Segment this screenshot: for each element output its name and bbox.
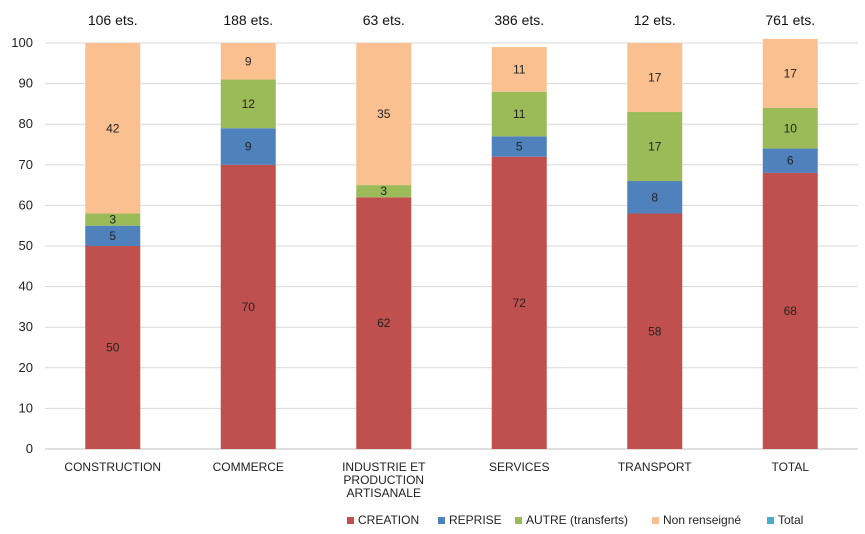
legend-label: AUTRE (transferts) — [526, 513, 628, 527]
y-tick-label: 40 — [19, 279, 33, 294]
y-tick-label: 90 — [19, 76, 33, 91]
bar-count-label: 188 ets. — [223, 12, 273, 28]
y-tick-label: 0 — [26, 441, 33, 456]
x-tick-label: TOTAL — [771, 460, 809, 474]
legend-label: REPRISE — [449, 513, 502, 527]
bar-count-label: 106 ets. — [88, 12, 138, 28]
data-label: 17 — [648, 71, 662, 85]
bar-segment — [491, 136, 547, 157]
legend-label: Non renseigné — [663, 513, 741, 527]
data-label: 9 — [245, 54, 252, 68]
data-label: 8 — [651, 190, 658, 204]
bar-segment — [356, 197, 412, 449]
data-label: 50 — [106, 341, 120, 355]
bar-count-label: 761 ets. — [765, 12, 815, 28]
bar-segment — [627, 213, 683, 449]
data-label: 35 — [377, 107, 391, 121]
y-tick-label: 50 — [19, 238, 33, 253]
legend-swatch — [652, 517, 659, 524]
y-tick-label: 100 — [11, 35, 33, 50]
x-tick-label: SERVICES — [489, 460, 549, 474]
bar-segment — [627, 181, 683, 214]
bar-segment — [220, 79, 276, 129]
x-tick-label: TRANSPORT — [618, 460, 692, 474]
data-label: 42 — [106, 121, 120, 135]
bar-segment — [762, 172, 818, 450]
legend-swatch — [767, 517, 774, 524]
data-label: 3 — [109, 213, 116, 227]
data-label: 17 — [648, 140, 662, 154]
data-label: 3 — [380, 184, 387, 198]
legend-swatch — [347, 517, 354, 524]
data-label: 68 — [784, 304, 798, 318]
x-tick-label: COMMERCE — [213, 460, 284, 474]
bar-segment — [356, 43, 412, 186]
data-label: 9 — [245, 140, 252, 154]
data-label: 12 — [242, 97, 256, 111]
data-label: 6 — [787, 154, 794, 168]
x-tick-label: ARTISANALE — [347, 486, 421, 500]
legend-swatch — [515, 517, 522, 524]
legend-label: Total — [778, 513, 803, 527]
bar-segment — [491, 91, 547, 137]
bar-segment — [762, 38, 818, 108]
bar-segment — [220, 164, 276, 450]
bar-segment — [220, 43, 276, 80]
y-tick-label: 20 — [19, 360, 33, 375]
data-label: 10 — [784, 121, 798, 135]
bar-segment — [491, 156, 547, 449]
data-label: 5 — [516, 140, 523, 154]
data-label: 17 — [784, 66, 798, 80]
y-tick-label: 30 — [19, 319, 33, 334]
bar-segment — [356, 185, 412, 198]
bar-segment — [85, 213, 141, 226]
y-tick-label: 70 — [19, 157, 33, 172]
data-label: 70 — [242, 300, 256, 314]
data-label: 72 — [513, 296, 527, 310]
data-label: 11 — [513, 62, 526, 76]
legend-label: CREATION — [358, 513, 419, 527]
bar-segment — [85, 246, 141, 449]
bar-segment — [85, 43, 141, 214]
data-label: 62 — [377, 316, 391, 330]
y-tick-label: 60 — [19, 197, 33, 212]
bar-count-label: 386 ets. — [494, 12, 544, 28]
x-tick-label: INDUSTRIE ET — [342, 460, 426, 474]
x-tick-label: CONSTRUCTION — [64, 460, 161, 474]
x-tick-label: PRODUCTION — [343, 473, 424, 487]
data-label: 11 — [513, 107, 526, 121]
legend-swatch — [438, 517, 445, 524]
y-tick-label: 80 — [19, 116, 33, 131]
bar-segment — [627, 112, 683, 182]
data-label: 58 — [648, 324, 662, 338]
bar-count-label: 12 ets. — [634, 12, 676, 28]
y-tick-label: 10 — [19, 400, 33, 415]
bar-count-label: 63 ets. — [363, 12, 405, 28]
bar-segment — [220, 128, 276, 165]
bar-segment — [491, 47, 547, 92]
bar-segment — [762, 148, 818, 173]
data-label: 5 — [109, 229, 116, 243]
bar-segment — [762, 107, 818, 149]
bar-segment — [85, 225, 141, 246]
bar-segment — [627, 43, 683, 113]
